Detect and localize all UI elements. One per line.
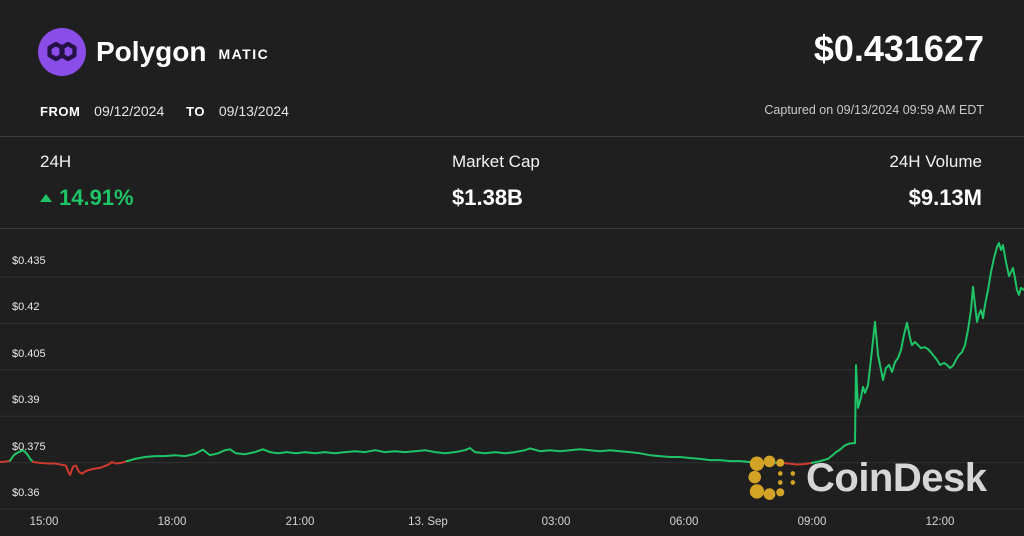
coindesk-watermark: CoinDesk: [748, 454, 987, 502]
price-line-segment: [9, 449, 34, 463]
x-axis-label: 03:00: [541, 516, 571, 528]
coin-name: Polygon: [96, 36, 207, 67]
x-axis-label: 18:00: [157, 516, 187, 528]
coin-header: Polygon MATIC: [38, 28, 269, 76]
y-axis-label: $0.36: [12, 487, 40, 499]
stat-24h-volume: 24H Volume $9.13M: [889, 137, 982, 211]
y-axis-label: $0.435: [12, 255, 46, 267]
y-axis-label: $0.39: [12, 394, 40, 407]
x-axis-label: 12:00: [925, 516, 955, 528]
x-axis-label: 15:00: [29, 516, 59, 528]
y-axis-label: $0.42: [12, 301, 40, 314]
to-label: TO: [186, 104, 205, 119]
polygon-logo-icon: [38, 28, 86, 76]
price-line-segment: [32, 460, 128, 476]
stat-label: 24H Volume: [889, 152, 982, 171]
stats-band: 24H 14.91% Market Cap $1.38B 24H Volume …: [0, 136, 1024, 229]
from-label: FROM: [40, 104, 81, 119]
captured-timestamp: Captured on 09/13/2024 09:59 AM EDT: [764, 103, 984, 117]
stat-label: 24H: [40, 152, 72, 171]
up-arrow-icon: [40, 194, 52, 202]
coindesk-icon: [748, 455, 796, 500]
pct-change-text: 14.91%: [59, 185, 134, 210]
x-axis-label: 09:00: [797, 516, 827, 528]
stat-value-24h-volume: $9.13M: [908, 185, 982, 210]
price-line-segment: [126, 447, 784, 464]
date-range: FROM 09/12/2024 TO 09/13/2024: [40, 103, 307, 119]
x-axis-label: 13. Sep: [408, 516, 448, 528]
price-line-segment: [811, 242, 1024, 464]
y-axis-label: $0.405: [12, 347, 46, 360]
price-line-segment: [0, 459, 11, 463]
from-date: 09/12/2024: [94, 103, 165, 119]
stat-market-cap: Market Cap $1.38B: [452, 137, 540, 211]
y-axis-label: $0.375: [12, 440, 46, 453]
stat-value-24h-change: 14.91%: [40, 185, 134, 211]
coin-symbol: MATIC: [218, 46, 270, 62]
current-price: $0.431627: [813, 28, 984, 69]
stat-24h-change: 24H 14.91%: [40, 137, 134, 211]
stat-label: Market Cap: [452, 152, 540, 171]
stat-value-market-cap: $1.38B: [452, 185, 523, 210]
x-axis-label: 21:00: [285, 516, 315, 528]
to-date: 09/13/2024: [218, 103, 289, 119]
coindesk-logotype: CoinDesk: [806, 455, 987, 500]
x-axis-label: 06:00: [669, 516, 699, 528]
price-line-segment: [782, 461, 813, 466]
